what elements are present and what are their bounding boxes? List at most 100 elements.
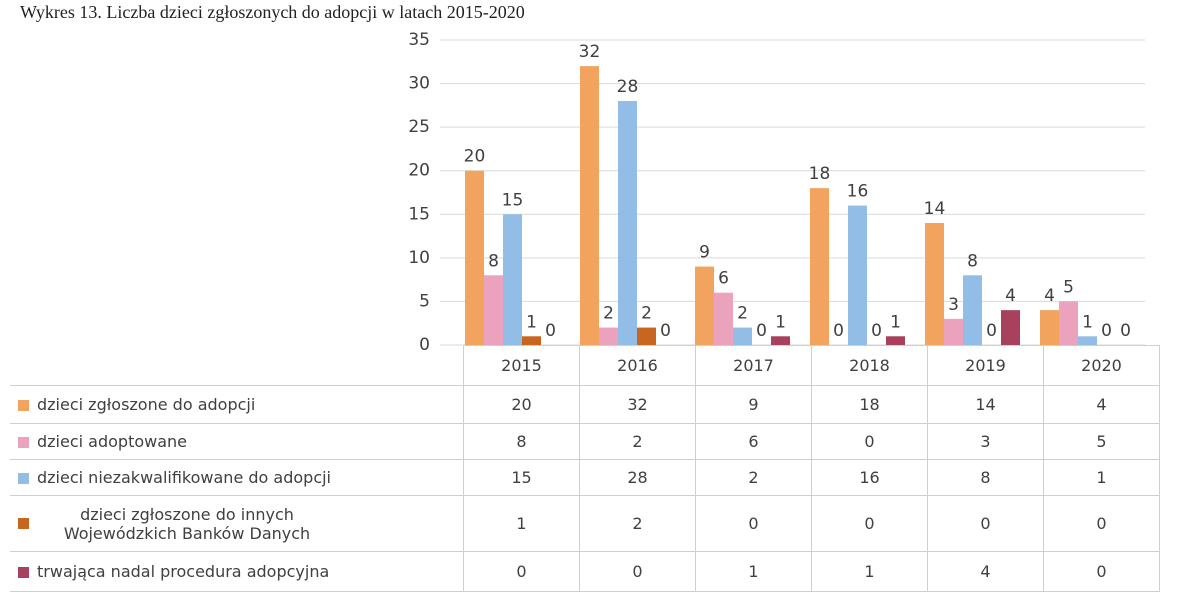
bar	[848, 205, 867, 345]
legend-swatch	[18, 437, 29, 448]
data-label: 0	[986, 321, 997, 341]
legend-swatch	[18, 473, 29, 484]
data-label: 0	[660, 321, 671, 341]
bar	[1040, 310, 1059, 345]
data-label: 8	[488, 251, 499, 271]
table-cell: 32	[579, 385, 696, 424]
legend-entry: dzieci zgłoszone do innych Wojewódzkich …	[10, 495, 464, 552]
data-label: 8	[967, 251, 978, 271]
y-tick-label: 25	[408, 117, 430, 137]
bar	[925, 223, 944, 345]
bar	[771, 336, 790, 345]
data-label: 9	[699, 243, 710, 263]
y-tick-label: 15	[408, 204, 430, 224]
bar	[886, 336, 905, 345]
data-label: 14	[924, 199, 946, 219]
data-label: 1	[1082, 312, 1093, 332]
data-label: 1	[775, 312, 786, 332]
corner	[10, 345, 464, 386]
bar	[522, 336, 541, 345]
legend-label: trwająca nadal procedura adopcyjna	[37, 562, 330, 581]
bar	[1001, 310, 1020, 345]
data-label: 0	[756, 321, 767, 341]
bar	[963, 275, 982, 345]
data-label: 0	[833, 321, 844, 341]
data-label: 6	[718, 269, 729, 289]
data-label: 4	[1044, 286, 1055, 306]
table-cell: 1	[811, 551, 928, 592]
table-row: dzieci niezakwalifikowane do adopcji 15 28…	[10, 459, 1160, 496]
table-cell: 15	[463, 459, 580, 496]
data-label: 0	[1101, 321, 1112, 341]
bar	[733, 327, 752, 345]
data-label: 4	[1005, 286, 1016, 306]
y-tick-label: 35	[408, 30, 430, 50]
table-cell: 0	[1043, 495, 1160, 552]
table-cell: 4	[927, 551, 1044, 592]
data-table: 2015 2016 2017 2018 2019 2020 dzieci zgłoszone…	[10, 345, 1160, 592]
x-tick-label: 2016	[579, 345, 696, 386]
table-cell: 18	[811, 385, 928, 424]
data-label: 18	[809, 164, 831, 184]
table-cell: 1	[1043, 459, 1160, 496]
bar	[1078, 336, 1097, 345]
table-cell: 0	[811, 495, 928, 552]
data-label: 0	[871, 321, 882, 341]
data-label: 16	[847, 182, 869, 202]
table-row: trwająca nadal procedura adopcyjna 0 0 1 1 4 0	[10, 551, 1160, 592]
y-tick-label: 10	[408, 248, 430, 268]
y-tick-label: 5	[419, 291, 430, 311]
data-label: 32	[579, 42, 601, 62]
table-cell: 1	[695, 551, 812, 592]
x-tick-label: 2020	[1043, 345, 1160, 386]
table-cell: 1	[463, 495, 580, 552]
data-label: 28	[617, 77, 639, 97]
data-label: 1	[526, 312, 537, 332]
table-row: dzieci zgłoszone do innych Wojewódzkich …	[10, 495, 1160, 552]
table-cell: 0	[927, 495, 1044, 552]
data-label: 2	[641, 304, 652, 324]
legend-entry: dzieci adoptowane	[10, 423, 464, 460]
bar	[714, 292, 733, 345]
table-cell: 0	[463, 551, 580, 592]
table-row: dzieci adoptowane 8 2 6 0 3 5	[10, 423, 1160, 460]
y-tick-label: 0	[419, 335, 430, 355]
table-cell: 2	[579, 423, 696, 460]
legend-entry: dzieci niezakwalifikowane do adopcji	[10, 459, 464, 496]
table-cell: 3	[927, 423, 1044, 460]
x-tick-label: 2015	[463, 345, 580, 386]
bar	[944, 318, 963, 345]
table-header: 2015 2016 2017 2018 2019 2020	[10, 345, 1160, 386]
legend-swatch	[18, 400, 29, 411]
table-cell: 8	[927, 459, 1044, 496]
data-label: 0	[1120, 321, 1131, 341]
table-cell: 0	[811, 423, 928, 460]
bar	[503, 214, 522, 345]
x-tick-label: 2018	[811, 345, 928, 386]
data-label: 15	[502, 190, 524, 210]
table-row: dzieci zgłoszone do adopcji 20 32 9 18 14 4	[10, 385, 1160, 424]
x-tick-label: 2019	[927, 345, 1044, 386]
bar	[580, 66, 599, 346]
bar	[599, 327, 618, 345]
bar	[695, 266, 714, 345]
bar	[484, 275, 503, 345]
data-label: 2	[603, 304, 614, 324]
x-tick-label: 2017	[695, 345, 812, 386]
bar	[465, 170, 484, 345]
table-cell: 28	[579, 459, 696, 496]
legend-label: dzieci adoptowane	[37, 432, 188, 451]
table-cell: 0	[579, 551, 696, 592]
table-cell: 6	[695, 423, 812, 460]
legend-label: dzieci zgłoszone do adopcji	[37, 395, 256, 414]
legend-entry: trwająca nadal procedura adopcyjna	[10, 551, 464, 592]
bar	[618, 101, 637, 345]
bar	[1059, 301, 1078, 345]
data-label: 3	[948, 295, 959, 315]
legend-swatch	[18, 567, 29, 578]
table-cell: 0	[1043, 551, 1160, 592]
y-tick-label: 20	[408, 161, 430, 181]
table-cell: 4	[1043, 385, 1160, 424]
data-label: 1	[890, 312, 901, 332]
